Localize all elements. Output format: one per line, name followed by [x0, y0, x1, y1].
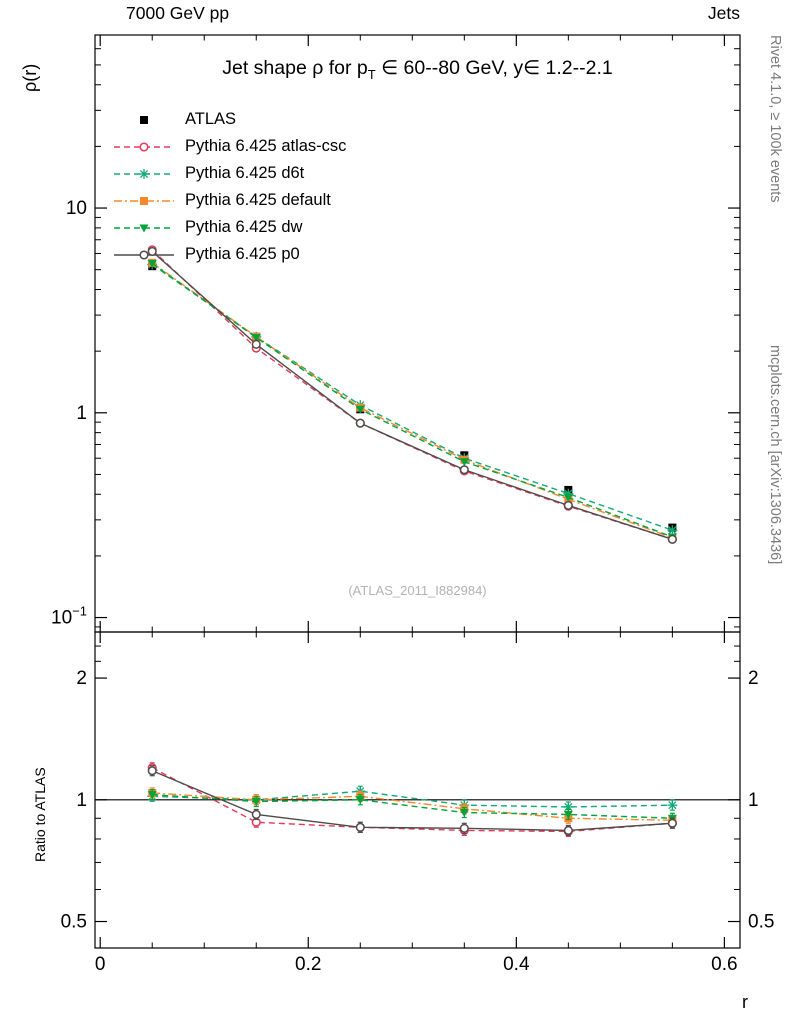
ratio-panel-series [147, 762, 678, 838]
main-series-4 [147, 259, 677, 542]
legend-label: ATLAS [185, 110, 237, 128]
legend-label: Pythia 6.425 atlas-csc [185, 137, 347, 155]
legend-sample-filled-square-icon [114, 196, 174, 205]
legend-item-2: Pythia 6.425 d6t [112, 160, 346, 187]
plot-title: Jet shape ρ for pT ∈ 60--80 GeV, y∈ 1.2-… [95, 56, 740, 82]
ratio-series-5 [147, 765, 677, 837]
svg-text:0.6: 0.6 [711, 954, 737, 975]
main-series-5 [147, 246, 677, 544]
x-axis-label: r [742, 992, 748, 1012]
header-beam-energy: 7000 GeV pp [126, 3, 230, 23]
svg-text:0.2: 0.2 [295, 954, 321, 975]
legend-label: Pythia 6.425 p0 [185, 245, 300, 263]
main-frame [94, 34, 741, 633]
legend: ATLAS Pythia 6.425 atlas-csc Pythia 6.425 … [112, 106, 346, 268]
svg-text:1: 1 [748, 790, 759, 811]
title-pre: Jet shape ρ for p [222, 57, 368, 79]
analysis-id-watermark: (ATLAS_2011_I882984) [348, 583, 487, 598]
header-analysis-type: Jets [707, 3, 740, 23]
legend-item-5: Pythia 6.425 p0 [112, 241, 346, 268]
svg-text:2: 2 [76, 668, 87, 689]
svg-text:0.5: 0.5 [61, 912, 87, 933]
legend-item-1: Pythia 6.425 atlas-csc [112, 133, 346, 160]
main-panel-series [147, 245, 678, 544]
axis-ticks: 0 0.2 0.4 0.6 10 1 10−1 2 2 1 1 0.5 0.5 [51, 35, 774, 975]
main-series-0 [148, 262, 677, 532]
svg-text:10−1: 10−1 [51, 604, 87, 629]
svg-text:2: 2 [748, 668, 759, 689]
svg-text:0: 0 [95, 954, 106, 975]
svg-text:0.5: 0.5 [748, 912, 774, 933]
svg-text:10: 10 [66, 198, 87, 219]
legend-item-3: Pythia 6.425 default [112, 187, 346, 214]
main-series-3 [148, 258, 677, 542]
legend-sample-filled-square-icon [140, 115, 148, 124]
legend-label: Pythia 6.425 dw [185, 218, 303, 236]
legend-sample-open-circle-icon [114, 141, 174, 152]
main-series-1 [147, 245, 677, 544]
legend-sample-star-icon [114, 168, 174, 179]
ratio-frame [94, 631, 741, 949]
legend-label: Pythia 6.425 default [185, 191, 331, 209]
title-post: ∈ 60--80 GeV, y∈ 1.2--2.1 [375, 57, 613, 79]
title-subscript: T [367, 66, 376, 82]
legend-sample-filled-triangle-down-icon [114, 224, 174, 232]
svg-text:0.4: 0.4 [503, 954, 530, 975]
legend-sample-open-circle-icon [114, 249, 174, 260]
svg-text:1: 1 [76, 403, 87, 424]
legend-item-4: Pythia 6.425 dw [112, 214, 346, 241]
main-series-2 [147, 259, 678, 536]
legend-item-0: ATLAS [112, 106, 346, 133]
svg-text:1: 1 [76, 790, 87, 811]
legend-label: Pythia 6.425 d6t [185, 164, 305, 182]
